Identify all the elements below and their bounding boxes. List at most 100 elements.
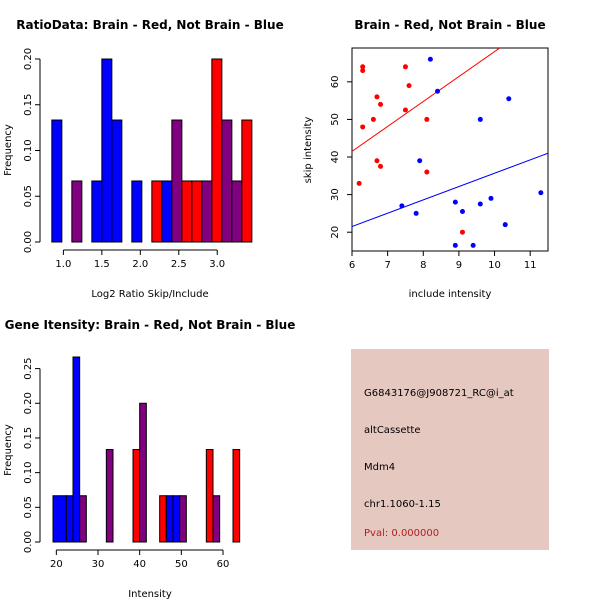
- intensity-y-tick-label: 0.15: [23, 427, 34, 449]
- ratio-bar: [51, 119, 63, 243]
- scatter-red-point: [370, 116, 376, 122]
- intensity-bar: [205, 449, 214, 543]
- intensity-xlabel: Intensity: [128, 589, 172, 600]
- intensity-x-tick-label: 50: [175, 559, 188, 570]
- ratio-x-tick-label: 1.5: [94, 259, 110, 270]
- ratio-y-tick-label: 0.00: [23, 231, 34, 253]
- ratio-bar: [191, 180, 203, 243]
- intensity-scatter: Brain - Red, Not Brain - Blue include in…: [303, 18, 549, 300]
- scatter-x-tick-label: 11: [524, 260, 537, 271]
- scatter-x-tick-label: 8: [420, 260, 426, 271]
- event-type: altCassette: [364, 425, 421, 436]
- info-panel: G6843176@J908721_RC@i_at altCassette Mdm…: [351, 349, 549, 550]
- ratio-bar: [91, 180, 103, 243]
- scatter-red-point: [360, 124, 366, 130]
- intensity-bar: [105, 449, 114, 543]
- scatter-red-point: [378, 101, 384, 107]
- scatter-blue-point: [399, 203, 405, 209]
- scatter-red-point: [402, 107, 408, 113]
- ratio-bar: [131, 180, 143, 243]
- scatter-blue-point: [435, 88, 441, 94]
- scatter-red-point: [356, 180, 362, 186]
- ratio-y-tick-label: 0.20: [23, 48, 34, 70]
- scatter-blue-point: [506, 96, 512, 102]
- scatter-y-tick-label: 40: [330, 151, 341, 164]
- ratio-x-tick-label: 1.0: [55, 259, 71, 270]
- scatter-blue-point: [459, 209, 465, 215]
- ratio-bar: [211, 58, 223, 243]
- intensity-bar: [179, 495, 187, 543]
- ratio-y-tick-label: 0.10: [23, 139, 34, 161]
- ratio-bar: [71, 180, 83, 243]
- intensity-bar: [172, 495, 181, 543]
- intensity-y-tick-label: 0.05: [23, 496, 34, 518]
- scatter-red-point: [424, 169, 430, 175]
- ratio-bar: [241, 119, 253, 243]
- scatter-y-tick-label: 20: [330, 226, 341, 239]
- intensity-y-tick-label: 0.20: [23, 392, 34, 414]
- intensity-x-tick-label: 20: [50, 559, 63, 570]
- scatter-blue-point: [413, 210, 419, 216]
- ratio-bar: [171, 119, 183, 243]
- ratio-x-tick-label: 2.0: [132, 259, 148, 270]
- scatter-red-point: [406, 83, 412, 89]
- scatter-red-point: [360, 64, 366, 70]
- intensity-y-tick-label: 0.00: [23, 531, 34, 553]
- scatter-blue-point: [488, 195, 494, 201]
- scatter-x-tick-label: 7: [384, 260, 390, 271]
- intensity-bar: [52, 495, 67, 543]
- scatter-red-point: [424, 116, 430, 122]
- info-panel-background: [351, 349, 549, 550]
- scatter-blue-point: [477, 116, 483, 122]
- probe-id: G6843176@J908721_RC@i_at: [364, 388, 514, 399]
- intensity-bar: [79, 495, 87, 543]
- intensity-bar: [65, 495, 74, 543]
- scatter-blue-point: [470, 242, 476, 248]
- scatter-blue-point: [417, 158, 423, 164]
- intensity-bar: [232, 449, 241, 543]
- intensity-ylabel: Frequency: [3, 424, 14, 476]
- intensity-y-tick-label: 0.10: [23, 462, 34, 484]
- scatter-x-tick-label: 10: [488, 260, 501, 271]
- scatter-red-point: [459, 229, 465, 235]
- scatter-y-tick-label: 30: [330, 188, 341, 201]
- scatter-blue-point: [502, 222, 508, 228]
- ratio-bar: [221, 119, 233, 243]
- ratio-bar: [231, 180, 243, 243]
- scatter-plot-frame: [351, 47, 549, 252]
- ratio-x-tick-label: 3.0: [209, 259, 225, 270]
- intensity-x-tick-label: 30: [92, 559, 105, 570]
- scatter-xlabel: include intensity: [409, 289, 492, 300]
- intensity-bar: [72, 356, 81, 543]
- ratio-bar: [161, 180, 173, 243]
- ratio-bar: [201, 180, 213, 243]
- gene-name: Mdm4: [364, 462, 395, 473]
- intensity-title: Gene Itensity: Brain - Red, Not Brain - …: [5, 318, 296, 332]
- scatter-red-point: [360, 68, 366, 74]
- ratio-ylabel: Frequency: [3, 124, 14, 176]
- ratio-histogram: RatioData: Brain - Red, Not Brain - Blue…: [3, 18, 284, 300]
- scatter-x-tick-label: 9: [456, 260, 462, 271]
- intensity-bar: [132, 449, 141, 543]
- scatter-blue-point: [452, 199, 458, 205]
- intensity-y-tick-label: 0.25: [23, 357, 34, 379]
- scatter-blue-point: [538, 190, 544, 196]
- ratio-y-tick-label: 0.05: [23, 185, 34, 207]
- intensity-bar: [165, 495, 174, 543]
- scatter-blue-point: [477, 201, 483, 207]
- scatter-blue-point: [452, 242, 458, 248]
- scatter-red-point: [402, 64, 408, 70]
- ratio-xlabel: Log2 Ratio Skip/Include: [91, 289, 208, 300]
- ratio-bar: [101, 58, 113, 243]
- scatter-red-fit-line: [352, 48, 501, 152]
- ratio-title: RatioData: Brain - Red, Not Brain - Blue: [16, 18, 283, 32]
- intensity-bar: [139, 402, 147, 543]
- scatter-title: Brain - Red, Not Brain - Blue: [354, 18, 545, 32]
- ratio-bar: [181, 180, 193, 243]
- intensity-x-tick-label: 40: [133, 559, 146, 570]
- intensity-bar: [212, 495, 221, 543]
- gene-location: chr1.1060-1.15: [364, 499, 441, 510]
- scatter-y-tick-label: 60: [330, 75, 341, 88]
- scatter-red-point: [374, 94, 380, 100]
